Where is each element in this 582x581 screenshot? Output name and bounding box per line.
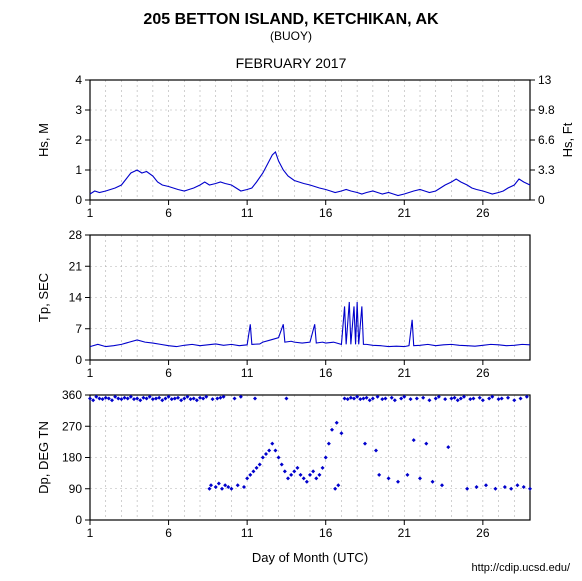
svg-text:270: 270 (62, 419, 82, 433)
svg-text:16: 16 (319, 366, 333, 380)
svg-text:26: 26 (476, 526, 490, 540)
svg-text:26: 26 (476, 206, 490, 220)
svg-text:16: 16 (319, 206, 333, 220)
svg-text:180: 180 (62, 451, 82, 465)
svg-text:21: 21 (69, 259, 83, 273)
buoy-chart-panel: { "header": { "main_title": "205 BETTON … (0, 0, 582, 581)
svg-text:1: 1 (87, 366, 94, 380)
svg-text:11: 11 (241, 366, 254, 380)
svg-text:0: 0 (75, 193, 82, 207)
svg-text:9.8: 9.8 (538, 103, 555, 117)
svg-text:90: 90 (69, 482, 83, 496)
chart-svg: 205 BETTON ISLAND, KETCHIKAN, AK(BUOY) FE… (0, 0, 582, 581)
xlabel: Day of Month (UTC) (252, 550, 368, 565)
svg-text:11: 11 (241, 526, 254, 540)
svg-text:6: 6 (165, 366, 172, 380)
series-panel1 (90, 152, 530, 196)
ylabel-panel2: Tp, SEC (36, 273, 51, 322)
svg-text:1: 1 (75, 163, 82, 177)
svg-text:21: 21 (398, 366, 412, 380)
svg-text:16: 16 (319, 526, 333, 540)
ylabel-panel3: Dp, DEG TN (36, 421, 51, 494)
svg-text:21: 21 (398, 526, 412, 540)
svg-text:1: 1 (87, 526, 94, 540)
panel-panel3: 0901802703601611162126Dp, DEG TN (36, 388, 532, 540)
svg-text:2: 2 (75, 133, 82, 147)
svg-text:6.6: 6.6 (538, 133, 555, 147)
svg-text:3.3: 3.3 (538, 163, 555, 177)
svg-text:0: 0 (75, 353, 82, 367)
panel-panel1: 0123403.36.69.8131611162126Hs, MHs, Ft (36, 73, 575, 220)
date-title: FEBRUARY 2017 (236, 55, 347, 71)
series-panel3 (88, 395, 532, 491)
svg-text:1: 1 (87, 206, 94, 220)
svg-text:3: 3 (75, 103, 82, 117)
sub-title: (BUOY) (270, 29, 312, 43)
main-title: 205 BETTON ISLAND, KETCHIKAN, AK (143, 11, 439, 28)
svg-text:28: 28 (69, 228, 83, 242)
svg-text:6: 6 (165, 526, 172, 540)
panel-panel2: 071421281611162126Tp, SEC (36, 228, 530, 380)
svg-text:7: 7 (75, 322, 82, 336)
svg-text:26: 26 (476, 366, 490, 380)
svg-text:11: 11 (241, 206, 254, 220)
ylabel-panel1: Hs, M (36, 123, 51, 157)
svg-text:13: 13 (538, 73, 552, 87)
credit: http://cdip.ucsd.edu/ (472, 562, 571, 574)
svg-text:14: 14 (69, 291, 83, 305)
svg-text:0: 0 (538, 193, 545, 207)
series-panel2 (90, 302, 530, 347)
svg-text:0: 0 (75, 513, 82, 527)
svg-text:360: 360 (62, 388, 82, 402)
svg-text:4: 4 (75, 73, 82, 87)
ylabel-right-panel1: Hs, Ft (560, 122, 575, 157)
svg-text:6: 6 (165, 206, 172, 220)
svg-text:21: 21 (398, 206, 412, 220)
